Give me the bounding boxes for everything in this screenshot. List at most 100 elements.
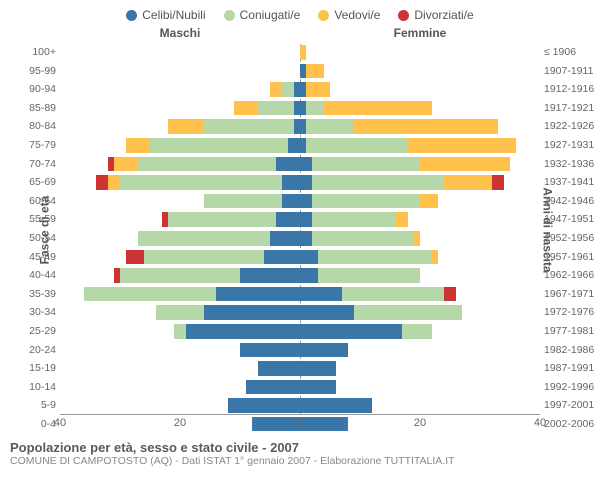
age-label: 0-4 <box>22 416 56 434</box>
bar-segment <box>264 250 300 265</box>
bar-segment <box>306 119 354 134</box>
bar-segment <box>300 361 336 376</box>
pyramid-row: 5-91997-2001 <box>60 397 540 416</box>
bar-female <box>300 119 540 134</box>
bar-female <box>300 101 540 116</box>
pyramid-row: 10-141992-1996 <box>60 379 540 398</box>
bar-segment <box>354 119 498 134</box>
bar-segment <box>300 305 354 320</box>
pyramid-row: 65-691937-1941 <box>60 174 540 193</box>
bar-segment <box>258 101 294 116</box>
bar-segment <box>300 343 348 358</box>
birth-year-label: 1982-1986 <box>544 342 598 360</box>
chart-title: Popolazione per età, sesso e stato civil… <box>10 440 590 455</box>
birth-year-label: 1992-1996 <box>544 379 598 397</box>
bar-male <box>60 380 300 395</box>
age-label: 80-84 <box>22 118 56 136</box>
birth-year-label: 1997-2001 <box>544 397 598 415</box>
legend-label: Divorziati/e <box>414 8 473 22</box>
legend-label: Vedovi/e <box>334 8 380 22</box>
bar-male <box>60 175 300 190</box>
bar-female <box>300 45 540 60</box>
pyramid-row: 75-791927-1931 <box>60 137 540 156</box>
bar-male <box>60 101 300 116</box>
bar-male <box>60 305 300 320</box>
age-label: 85-89 <box>22 100 56 118</box>
pyramid-row: 15-191987-1991 <box>60 360 540 379</box>
bar-segment <box>240 268 300 283</box>
bar-segment <box>312 175 444 190</box>
birth-year-label: 1922-1926 <box>544 118 598 136</box>
bar-segment <box>228 398 300 413</box>
column-header-male: Maschi <box>60 26 300 44</box>
bar-male <box>60 343 300 358</box>
plot-area: 100+≤ 190695-991907-191190-941912-191685… <box>60 44 540 415</box>
x-tick: 20 <box>414 417 426 429</box>
x-tick: 40 <box>54 417 66 429</box>
bar-segment <box>204 194 282 209</box>
bar-male <box>60 268 300 283</box>
bar-segment <box>306 82 330 97</box>
x-tick: 20 <box>174 417 186 429</box>
pyramid-row: 70-741932-1936 <box>60 156 540 175</box>
bar-female <box>300 175 540 190</box>
bar-segment <box>168 119 204 134</box>
bar-segment <box>444 287 456 302</box>
chart-subtitle: COMUNE DI CAMPOTOSTO (AQ) - Dati ISTAT 1… <box>10 455 590 467</box>
age-label: 35-39 <box>22 286 56 304</box>
legend-item: Vedovi/e <box>318 8 380 22</box>
bar-male <box>60 194 300 209</box>
bar-segment <box>108 175 120 190</box>
bar-segment <box>120 268 240 283</box>
legend-swatch <box>126 10 137 21</box>
pyramid-row: 20-241982-1986 <box>60 342 540 361</box>
age-label: 65-69 <box>22 174 56 192</box>
bar-male <box>60 361 300 376</box>
age-label: 40-44 <box>22 267 56 285</box>
bar-segment <box>174 324 186 339</box>
bar-segment <box>396 212 408 227</box>
bar-segment <box>258 361 300 376</box>
bar-segment <box>318 250 432 265</box>
bar-segment <box>120 175 282 190</box>
bar-segment <box>300 157 312 172</box>
bar-segment <box>138 157 276 172</box>
birth-year-label: 1957-1961 <box>544 249 598 267</box>
bar-segment <box>126 250 144 265</box>
pyramid-row: 80-841922-1926 <box>60 118 540 137</box>
birth-year-label: 2002-2006 <box>544 416 598 434</box>
bar-segment <box>354 305 462 320</box>
age-label: 15-19 <box>22 360 56 378</box>
birth-year-label: 1927-1931 <box>544 137 598 155</box>
age-label: 30-34 <box>22 304 56 322</box>
bar-segment <box>408 138 516 153</box>
x-axis: 402002040 <box>60 415 540 435</box>
bar-female <box>300 268 540 283</box>
legend-swatch <box>398 10 409 21</box>
age-label: 20-24 <box>22 342 56 360</box>
age-label: 100+ <box>22 44 56 62</box>
bar-segment <box>156 305 204 320</box>
pyramid-row: 90-941912-1916 <box>60 81 540 100</box>
birth-year-label: 1932-1936 <box>544 156 598 174</box>
bar-male <box>60 119 300 134</box>
pyramid-row: 60-641942-1946 <box>60 193 540 212</box>
bar-female <box>300 138 540 153</box>
legend-item: Divorziati/e <box>398 8 473 22</box>
bar-segment <box>306 64 324 79</box>
bar-segment <box>300 287 342 302</box>
pyramid-row: 100+≤ 1906 <box>60 44 540 63</box>
bar-segment <box>312 212 396 227</box>
age-label: 25-29 <box>22 323 56 341</box>
bar-female <box>300 64 540 79</box>
x-tick: 0 <box>297 417 303 429</box>
pyramid-row: 30-341972-1976 <box>60 304 540 323</box>
bar-female <box>300 157 540 172</box>
age-label: 50-54 <box>22 230 56 248</box>
bar-segment <box>288 138 300 153</box>
bar-male <box>60 82 300 97</box>
bar-segment <box>402 324 432 339</box>
age-label: 95-99 <box>22 63 56 81</box>
bar-female <box>300 82 540 97</box>
pyramid-row: 40-441962-1966 <box>60 267 540 286</box>
